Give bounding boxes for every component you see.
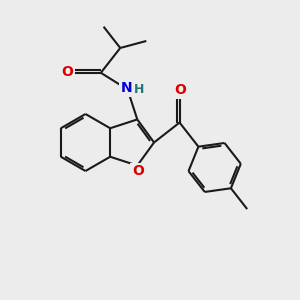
- Text: O: O: [61, 65, 73, 80]
- Text: O: O: [132, 164, 144, 178]
- Text: H: H: [134, 83, 145, 96]
- Text: O: O: [174, 83, 186, 97]
- Text: N: N: [121, 81, 133, 95]
